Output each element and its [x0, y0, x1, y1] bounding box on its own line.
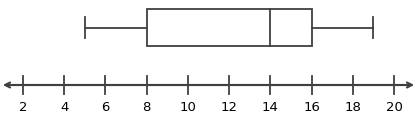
Bar	[147, 9, 311, 46]
Text: 6: 6	[101, 101, 110, 114]
Text: 20: 20	[386, 101, 402, 114]
Text: 12: 12	[221, 101, 238, 114]
Text: 14: 14	[262, 101, 279, 114]
Text: 10: 10	[179, 101, 196, 114]
Text: 18: 18	[344, 101, 361, 114]
Text: 16: 16	[303, 101, 320, 114]
Text: 4: 4	[60, 101, 68, 114]
Text: 8: 8	[143, 101, 151, 114]
Text: 2: 2	[19, 101, 27, 114]
